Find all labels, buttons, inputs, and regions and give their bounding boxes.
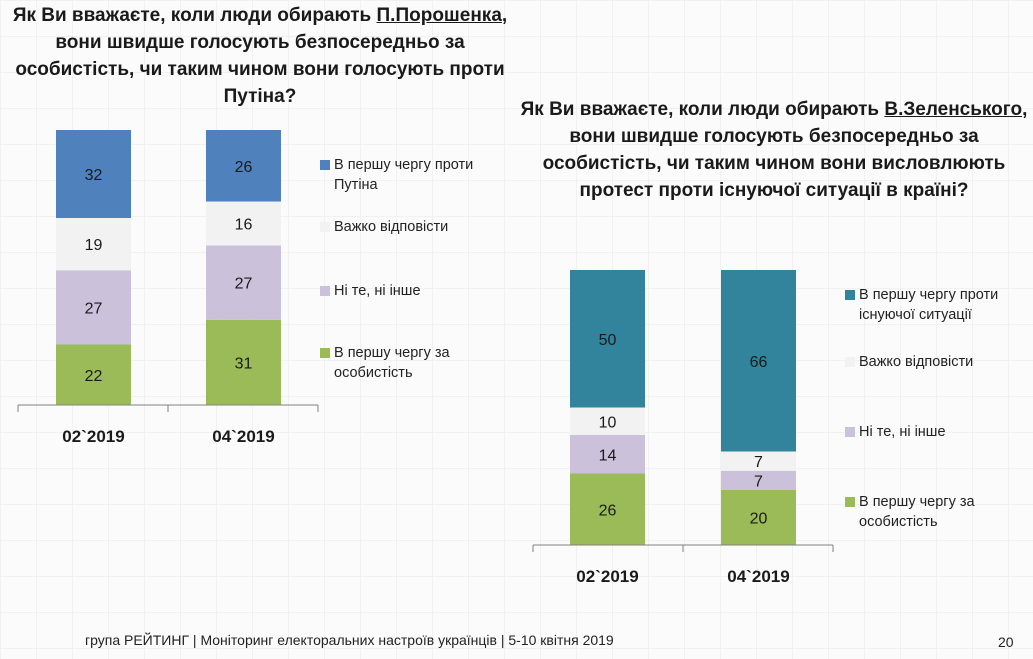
stacked-bar-2: 20 7 7 66 — [721, 270, 796, 545]
legend-swatch — [320, 286, 330, 296]
bar-segment — [570, 270, 645, 408]
footer-text: група РЕЙТИНГ | Моніторинг електоральних… — [85, 632, 614, 648]
bar-segment — [56, 270, 131, 345]
legend-swatch — [320, 348, 330, 358]
legend-label: Важко відповісти — [859, 352, 1033, 372]
chart-1-legend: В першу чергу проти Путіна Важко відповіст… — [320, 155, 520, 395]
title-candidate-name: В.Зеленського — [884, 99, 1023, 120]
data-label: 32 — [85, 167, 103, 184]
chart-2-title: Як Ви вважаєте, коли люди обирають В.Зел… — [515, 96, 1033, 204]
title-text: Як Ви вважаєте, коли люди обирають — [12, 5, 377, 26]
legend-swatch — [845, 427, 855, 437]
legend-label-line: Ні те, ні інше — [334, 283, 421, 299]
legend-label-line: Важко відповісти — [334, 219, 449, 235]
data-label: 50 — [599, 332, 617, 349]
bar-segment — [570, 407, 645, 435]
stacked-bar-1: 26 14 10 50 — [570, 270, 645, 545]
data-label: 20 — [750, 511, 768, 528]
bar-segment — [56, 218, 131, 271]
x-tick-label: 04`2019 — [727, 567, 789, 586]
legend-swatch — [320, 222, 330, 232]
legend-label-line: В першу чергу проти — [334, 157, 474, 173]
legend-label-line: Путіна — [334, 177, 378, 193]
legend-swatch — [845, 497, 855, 507]
data-label: 16 — [235, 217, 253, 234]
page-number: 20 — [998, 634, 1014, 650]
data-label: 31 — [235, 355, 253, 372]
legend-label-line: існуючої ситуації — [859, 307, 972, 323]
x-tick-label: 02`2019 — [62, 427, 124, 446]
data-label: 22 — [85, 368, 103, 385]
legend-swatch — [845, 357, 855, 367]
title-text: , вони швидше голосують безпосередньо за… — [542, 99, 1028, 201]
bar-segment — [206, 130, 281, 202]
legend-label: Важко відповісти — [334, 217, 524, 237]
bar-segment — [56, 130, 131, 218]
legend-label: В першу чергу за особистість — [334, 343, 524, 383]
bar-segment — [206, 319, 281, 405]
data-label: 7 — [754, 454, 763, 471]
x-tick-label: 04`2019 — [212, 427, 274, 446]
data-label: 66 — [750, 354, 768, 371]
title-candidate-name: П.Порошенка — [376, 5, 502, 26]
chart-1-title: Як Ви вважаєте, коли люди обирають П.Пор… — [0, 2, 520, 110]
bar-segment — [206, 201, 281, 246]
legend-swatch — [320, 160, 330, 170]
legend-label-line: Важко відповісти — [859, 354, 974, 370]
bar-segment — [206, 245, 281, 320]
bar-segment — [721, 470, 796, 490]
bar-segment — [56, 344, 131, 405]
stacked-bar-2: 31 27 16 26 — [206, 130, 281, 405]
bar-segment — [721, 270, 796, 452]
data-label: 14 — [599, 447, 617, 464]
bar-segment — [570, 435, 645, 474]
stacked-bar-1: 22 27 19 32 — [56, 130, 131, 405]
x-tick-label: 02`2019 — [576, 567, 638, 586]
legend-label-line: особистість — [334, 365, 413, 381]
data-label: 26 — [235, 159, 253, 176]
legend-label: В першу чергу проти існуючої ситуації — [859, 285, 1033, 325]
legend-label-line: Ні те, ні інше — [859, 424, 946, 440]
legend-label-line: В першу чергу за — [859, 494, 975, 510]
data-label: 27 — [235, 276, 253, 293]
legend-label-line: В першу чергу проти — [859, 287, 999, 303]
bar-segment — [570, 473, 645, 545]
title-text: , вони швидше голосують безпосередньо за… — [15, 5, 508, 107]
bar-segment — [721, 490, 796, 545]
legend-swatch — [845, 290, 855, 300]
legend-label: В першу чергу за особистість — [859, 492, 1033, 532]
bar-segment — [721, 451, 796, 471]
data-label: 19 — [85, 237, 103, 254]
title-text: Як Ви вважаєте, коли люди обирають — [520, 99, 885, 120]
data-label: 26 — [599, 502, 617, 519]
legend-label: Ні те, ні інше — [859, 422, 1033, 442]
legend-label-line: В першу чергу за — [334, 345, 450, 361]
data-label: 10 — [599, 414, 617, 431]
chart-2-legend: В першу чергу проти існуючої ситуації Важк… — [845, 285, 1033, 535]
legend-label-line: особистість — [859, 514, 938, 530]
legend-label: Ні те, ні інше — [334, 281, 524, 301]
legend-label: В першу чергу проти Путіна — [334, 155, 524, 195]
data-label: 7 — [754, 473, 763, 490]
data-label: 27 — [85, 300, 103, 317]
